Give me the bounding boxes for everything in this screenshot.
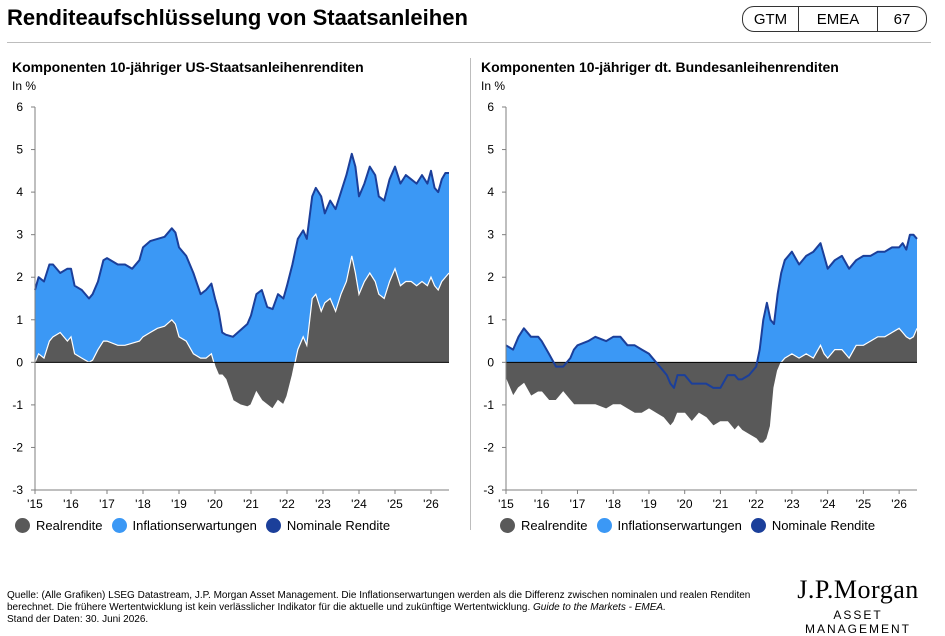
us-y-tick-label: 6	[16, 100, 23, 114]
footer-source-text: Quelle: (Alle Grafiken) LSEG Datastream,…	[7, 590, 751, 613]
legend-swatch-inflation	[596, 518, 612, 533]
de-y-tick-label: 0	[487, 355, 494, 369]
logo-wordmark: J.P.Morgan	[797, 575, 919, 604]
us-x-tick-label: '18	[135, 497, 151, 511]
legend-label-inflation: Inflationserwartungen	[132, 518, 257, 533]
jpmorgan-logo: J.P.Morgan ASSET MANAGEMENT	[786, 576, 930, 636]
de-y-tick-label: 6	[487, 100, 494, 114]
de-real-line	[505, 327, 918, 444]
legend-swatch-nominal	[265, 518, 281, 533]
logo-subtitle: ASSET MANAGEMENT	[804, 608, 911, 636]
legend-item-real: Realrendite	[15, 518, 103, 533]
legend-item-nominal: Nominale Rendite	[750, 518, 876, 533]
us-y-tick-label: 1	[16, 313, 23, 327]
de-x-tick-label: '19	[641, 497, 657, 511]
legend-label-real: Realrendite	[521, 518, 588, 533]
us-x-tick-label: '21	[243, 497, 259, 511]
us-x-tick-label: '17	[99, 497, 115, 511]
us-nominal-line	[34, 152, 449, 338]
legend-swatch-inflation	[111, 518, 127, 533]
de-x-tick-label: '20	[677, 497, 693, 511]
us-real-area	[35, 255, 449, 410]
header-rule	[7, 42, 931, 43]
us-y-tick-label: 5	[16, 143, 23, 157]
page-title: Renditeaufschlüsselung von Staatsanleihe…	[7, 5, 468, 30]
badge-page-number: 67	[893, 10, 911, 28]
de-legend: Realrendite Inflationserwartungen Nomina…	[500, 518, 884, 533]
legend-item-inflation: Inflationserwartungen	[596, 518, 742, 533]
de-x-tick-label: '24	[820, 497, 836, 511]
legend-label-nominal: Nominale Rendite	[286, 518, 391, 533]
us-inflation-area	[35, 153, 449, 410]
legend-item-inflation: Inflationserwartungen	[111, 518, 257, 533]
footer-source: Quelle: (Alle Grafiken) LSEG Datastream,…	[7, 590, 767, 626]
slide-badge: GTM EMEA 67	[742, 6, 927, 32]
de-y-tick-label: -2	[483, 440, 494, 454]
de-x-tick-label: '17	[570, 497, 586, 511]
us-y-tick-label: -1	[12, 398, 23, 412]
us-y-tick-label: 3	[16, 228, 23, 242]
us-y-tick-label: 2	[16, 270, 23, 284]
legend-label-real: Realrendite	[36, 518, 103, 533]
us-y-tick-label: 0	[16, 355, 23, 369]
legend-swatch-real	[15, 518, 30, 533]
us-y-tick-label: -3	[12, 483, 23, 497]
de-y-tick-label: 3	[487, 228, 494, 242]
us-x-tick-label: '22	[279, 497, 295, 511]
panel-divider	[470, 58, 471, 530]
de-x-tick-label: '22	[748, 497, 764, 511]
de-x-tick-label: '25	[856, 497, 872, 511]
de-x-tick-label: '16	[534, 497, 550, 511]
legend-label-nominal: Nominale Rendite	[771, 518, 876, 533]
de-nominal-line	[505, 233, 918, 389]
us-x-tick-label: '20	[207, 497, 223, 511]
de-y-tick-label: -1	[483, 398, 494, 412]
us-x-tick-label: '25	[387, 497, 403, 511]
us-x-tick-label: '19	[171, 497, 187, 511]
us-real-line	[34, 255, 450, 410]
de-chart-title: Komponenten 10-jähriger dt. Bundesanleih…	[481, 59, 839, 75]
de-x-tick-label: '23	[784, 497, 800, 511]
us-x-tick-label: '24	[351, 497, 367, 511]
us-x-tick-label: '16	[63, 497, 79, 511]
de-y-tick-label: 1	[487, 313, 494, 327]
badge-region: EMEA	[799, 7, 878, 31]
de-x-tick-label: '18	[605, 497, 621, 511]
footer-date: Stand der Daten: 30. Juni 2026.	[7, 614, 149, 625]
de-y-tick-label: 2	[487, 270, 494, 284]
us-y-unit: In %	[12, 79, 37, 93]
de-y-tick-label: 4	[487, 185, 494, 199]
legend-swatch-real	[500, 518, 515, 533]
de-x-tick-label: '15	[498, 497, 514, 511]
de-y-unit: In %	[481, 79, 506, 93]
us-x-tick-label: '23	[315, 497, 331, 511]
us-chart-title: Komponenten 10-jähriger US-Staatsanleihe…	[12, 59, 364, 75]
us-y-tick-label: -2	[12, 440, 23, 454]
us-x-tick-label: '26	[423, 497, 439, 511]
footer-guide: Guide to the Markets - EMEA.	[533, 602, 666, 613]
legend-item-real: Realrendite	[500, 518, 588, 533]
de-x-tick-label: '21	[713, 497, 729, 511]
de-x-tick-label: '26	[891, 497, 907, 511]
de-y-tick-label: -3	[483, 483, 494, 497]
de-y-tick-label: 5	[487, 143, 494, 157]
legend-swatch-nominal	[750, 518, 766, 533]
us-legend: Realrendite Inflationserwartungen Nomina…	[15, 518, 399, 533]
badge-gtm: GTM	[743, 7, 799, 31]
us-y-tick-label: 4	[16, 185, 23, 199]
legend-label-inflation: Inflationserwartungen	[617, 518, 742, 533]
legend-item-nominal: Nominale Rendite	[265, 518, 391, 533]
us-x-tick-label: '15	[27, 497, 43, 511]
